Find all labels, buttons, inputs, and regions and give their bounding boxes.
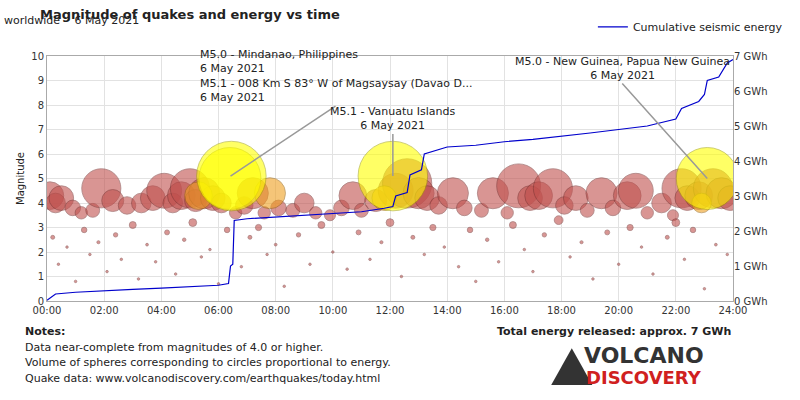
svg-text:24:00: 24:00: [719, 305, 748, 316]
svg-text:4 GWh: 4 GWh: [734, 156, 768, 167]
svg-text:08:00: 08:00: [261, 305, 290, 316]
svg-text:6 GWh: 6 GWh: [734, 86, 768, 97]
svg-text:Volume of spheres correspondin: Volume of spheres corresponding to circl…: [25, 356, 391, 369]
svg-text:4: 4: [38, 198, 44, 209]
svg-text:20:00: 20:00: [604, 305, 633, 316]
svg-text:worldwide - 6 May 2021: worldwide - 6 May 2021: [4, 14, 139, 27]
svg-text:M5.0 - Mindanao, Philippines6: M5.0 - Mindanao, Philippines6 May 2021M5…: [200, 48, 472, 104]
svg-text:2 GWh: 2 GWh: [734, 226, 768, 237]
svg-text:Magnitude of quakes and energy: Magnitude of quakes and energy vs time: [40, 7, 340, 22]
svg-text:2: 2: [38, 247, 44, 258]
svg-text:7 GWh: 7 GWh: [734, 51, 768, 62]
svg-text:22:00: 22:00: [661, 305, 690, 316]
svg-text:3: 3: [38, 222, 44, 233]
svg-text:5 GWh: 5 GWh: [734, 121, 768, 132]
svg-text:M5.0 - New Guinea, Papua New G: M5.0 - New Guinea, Papua New Guinea6 May…: [515, 55, 730, 82]
svg-text:12:00: 12:00: [376, 305, 405, 316]
svg-text:00:00: 00:00: [33, 305, 62, 316]
svg-text:10: 10: [31, 51, 44, 62]
svg-text:1 GWh: 1 GWh: [734, 261, 768, 272]
svg-text:Quake data: www.volcanodiscove: Quake data: www.volcanodiscovery.com/ear…: [25, 372, 380, 385]
svg-text:0 GWh: 0 GWh: [734, 296, 768, 307]
svg-text:8: 8: [38, 100, 44, 111]
svg-text:14:00: 14:00: [433, 305, 462, 316]
svg-text:VOLCANO: VOLCANO: [584, 343, 704, 368]
svg-text:7: 7: [38, 124, 44, 135]
svg-text:M5.1 - Vanuatu Islands6 May 20: M5.1 - Vanuatu Islands6 May 2021: [330, 105, 456, 132]
svg-text:6: 6: [38, 149, 44, 160]
svg-text:DISCOVERY: DISCOVERY: [586, 367, 702, 388]
svg-text:04:00: 04:00: [147, 305, 176, 316]
svg-text:16:00: 16:00: [490, 305, 519, 316]
svg-text:18:00: 18:00: [547, 305, 576, 316]
svg-text:Magnitude: Magnitude: [15, 152, 26, 205]
svg-text:Cumulative seismic energy: Cumulative seismic energy: [633, 21, 783, 34]
svg-text:06:00: 06:00: [204, 305, 233, 316]
svg-text:5: 5: [38, 173, 44, 184]
svg-text:9: 9: [38, 75, 44, 86]
svg-text:3 GWh: 3 GWh: [734, 191, 768, 202]
svg-text:Notes:: Notes:: [25, 325, 65, 338]
svg-text:10:00: 10:00: [318, 305, 347, 316]
svg-text:02:00: 02:00: [90, 305, 119, 316]
svg-text:1: 1: [38, 271, 44, 282]
svg-text:Data near-complete from magnit: Data near-complete from magnitudes of 4.…: [25, 341, 323, 354]
svg-text:Total energy released: approx.: Total energy released: approx. 7 GWh: [497, 325, 731, 338]
svg-text:0: 0: [38, 296, 44, 307]
